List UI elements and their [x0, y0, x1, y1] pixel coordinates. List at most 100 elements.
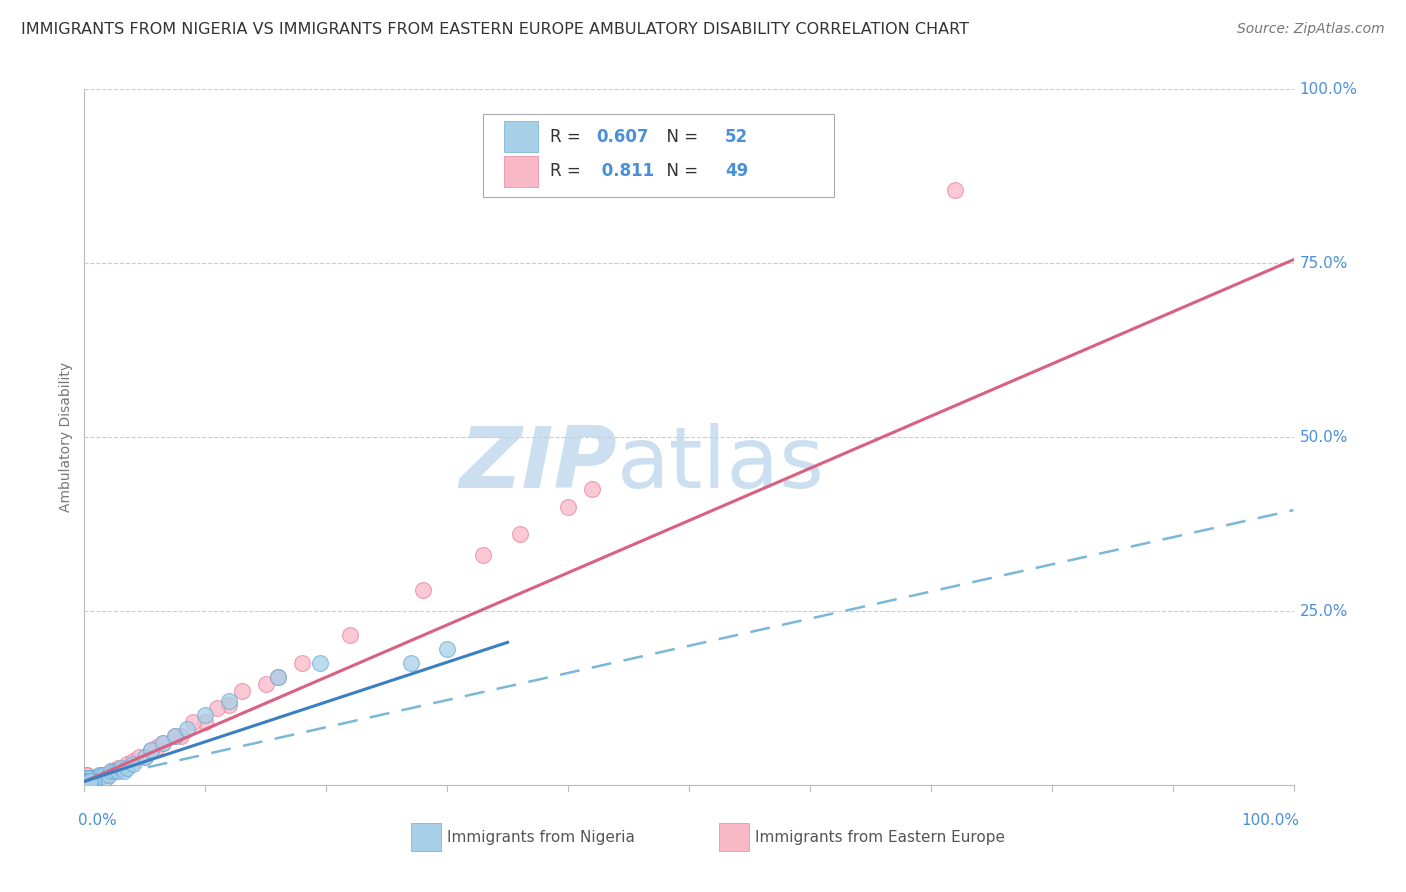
- Point: [82, 771, 104, 785]
- Point: [77, 774, 100, 789]
- Point: [436, 642, 458, 657]
- Text: Source: ZipAtlas.com: Source: ZipAtlas.com: [1237, 22, 1385, 37]
- Point: [165, 729, 187, 743]
- Point: [79, 771, 101, 785]
- Text: R =: R =: [550, 162, 586, 180]
- Point: [77, 774, 100, 789]
- Point: [87, 771, 110, 785]
- Point: [152, 736, 174, 750]
- Point: [77, 776, 100, 790]
- Point: [93, 767, 115, 781]
- Point: [152, 736, 174, 750]
- Point: [557, 500, 579, 514]
- Point: [76, 767, 98, 781]
- Point: [75, 774, 97, 789]
- Point: [181, 715, 204, 730]
- Point: [91, 767, 114, 781]
- Point: [79, 776, 101, 790]
- Point: [77, 774, 100, 789]
- Point: [75, 771, 97, 785]
- Point: [77, 774, 100, 789]
- Point: [75, 776, 97, 790]
- Point: [80, 774, 103, 789]
- Text: N =: N =: [657, 162, 703, 180]
- Point: [231, 684, 253, 698]
- Point: [267, 670, 290, 684]
- Point: [77, 771, 100, 785]
- Point: [77, 771, 100, 785]
- Text: Immigrants from Eastern Europe: Immigrants from Eastern Europe: [755, 830, 1005, 845]
- Point: [80, 771, 103, 785]
- Point: [75, 767, 97, 781]
- FancyBboxPatch shape: [484, 113, 834, 197]
- Bar: [503, 155, 538, 187]
- Point: [97, 767, 120, 781]
- Point: [194, 708, 217, 723]
- Point: [134, 750, 156, 764]
- Point: [115, 757, 138, 772]
- Point: [267, 670, 290, 684]
- Bar: [503, 120, 538, 153]
- Point: [90, 767, 112, 781]
- Point: [79, 774, 101, 789]
- Bar: [411, 823, 441, 851]
- Point: [79, 774, 101, 789]
- Point: [581, 482, 603, 496]
- Point: [121, 754, 143, 768]
- Text: Immigrants from Nigeria: Immigrants from Nigeria: [447, 830, 636, 845]
- Text: R =: R =: [550, 128, 586, 145]
- Point: [87, 767, 110, 781]
- Text: 75.0%: 75.0%: [1299, 256, 1348, 270]
- Point: [77, 771, 100, 785]
- Point: [107, 764, 129, 778]
- Text: 50.0%: 50.0%: [1299, 430, 1348, 444]
- Point: [139, 743, 162, 757]
- Point: [194, 715, 217, 730]
- Point: [100, 764, 122, 778]
- Text: atlas: atlas: [616, 424, 824, 507]
- Point: [75, 774, 97, 789]
- Point: [139, 743, 162, 757]
- Text: 0.0%: 0.0%: [79, 813, 117, 828]
- Point: [82, 774, 104, 789]
- Point: [112, 764, 135, 778]
- Text: 100.0%: 100.0%: [1299, 82, 1358, 96]
- Point: [207, 701, 229, 715]
- Point: [110, 760, 132, 774]
- Point: [76, 776, 98, 790]
- Point: [94, 767, 117, 781]
- Point: [77, 774, 100, 789]
- Point: [83, 771, 105, 785]
- Text: 100.0%: 100.0%: [1241, 813, 1299, 828]
- Point: [79, 774, 101, 789]
- Point: [339, 628, 361, 642]
- Point: [76, 771, 98, 785]
- Point: [77, 771, 100, 785]
- Point: [128, 750, 150, 764]
- Point: [79, 771, 101, 785]
- Point: [86, 771, 108, 785]
- Point: [76, 771, 98, 785]
- Point: [165, 729, 187, 743]
- Y-axis label: Ambulatory Disability: Ambulatory Disability: [59, 362, 73, 512]
- Text: IMMIGRANTS FROM NIGERIA VS IMMIGRANTS FROM EASTERN EUROPE AMBULATORY DISABILITY : IMMIGRANTS FROM NIGERIA VS IMMIGRANTS FR…: [21, 22, 969, 37]
- Point: [77, 774, 100, 789]
- Point: [121, 757, 143, 772]
- Point: [943, 183, 966, 197]
- Text: 49: 49: [725, 162, 748, 180]
- Point: [76, 774, 98, 789]
- Text: 52: 52: [725, 128, 748, 145]
- Point: [77, 771, 100, 785]
- Point: [76, 776, 98, 790]
- Point: [75, 774, 97, 789]
- Text: N =: N =: [657, 128, 703, 145]
- Point: [399, 657, 422, 671]
- Point: [86, 774, 108, 789]
- Text: ZIP: ZIP: [458, 424, 616, 507]
- Point: [218, 694, 240, 708]
- Point: [80, 774, 103, 789]
- Bar: [720, 823, 749, 851]
- Point: [115, 760, 138, 774]
- Point: [291, 657, 314, 671]
- Point: [83, 774, 105, 789]
